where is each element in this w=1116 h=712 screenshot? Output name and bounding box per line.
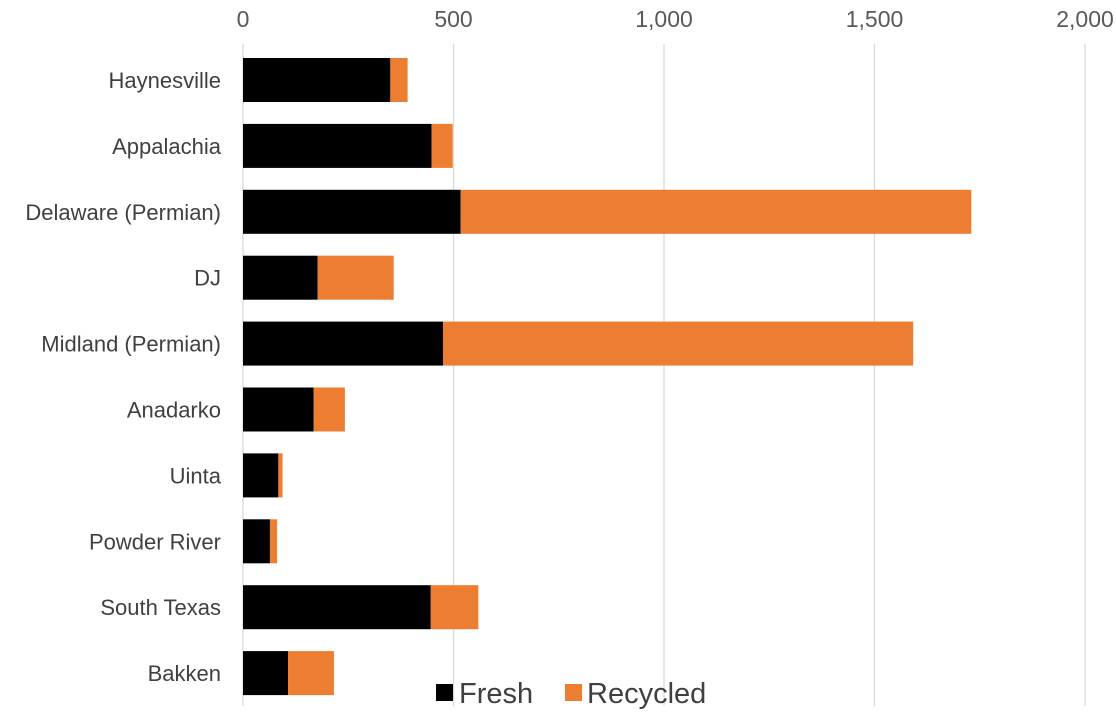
x-tick-label: 1,500	[846, 6, 904, 32]
category-label: Haynesville	[109, 68, 222, 93]
category-label: DJ	[194, 266, 221, 291]
x-tick-label: 2,000	[1056, 6, 1114, 32]
x-tick-label: 500	[434, 6, 472, 32]
bar-fresh-bakken	[243, 651, 289, 696]
bar-recycled-uinta	[278, 453, 283, 498]
x-tick-label: 1,000	[635, 6, 693, 32]
category-label: Bakken	[148, 661, 221, 686]
legend-swatch-fresh	[436, 684, 453, 701]
bar-fresh-midland-permian	[243, 321, 443, 366]
bar-recycled-haynesville	[390, 58, 408, 102]
bar-fresh-anadarko	[243, 387, 314, 432]
bar-recycled-dj	[317, 255, 394, 300]
category-label: Midland (Permian)	[41, 332, 221, 357]
bars	[243, 58, 972, 696]
bar-recycled-delaware-permian	[460, 189, 972, 234]
bar-fresh-powder-river	[243, 519, 270, 564]
bar-recycled-midland-permian	[442, 321, 914, 366]
bar-fresh-uinta	[243, 453, 279, 498]
category-label: Delaware (Permian)	[25, 200, 221, 225]
category-label: Anadarko	[127, 398, 221, 423]
category-label: Powder River	[89, 529, 221, 554]
category-label: South Texas	[100, 595, 221, 620]
bar-fresh-dj	[243, 255, 318, 300]
bar-recycled-powder-river	[269, 519, 278, 564]
bar-recycled-south-texas	[430, 585, 479, 630]
legend-label-fresh: Fresh	[459, 678, 533, 710]
legend-label-recycled: Recycled	[587, 678, 706, 710]
bar-recycled-bakken	[288, 651, 334, 696]
category-labels: Haynesville Appalachia Delaware (Permian) D…	[25, 68, 221, 686]
bar-fresh-south-texas	[243, 585, 431, 630]
bar-recycled-anadarko	[313, 387, 345, 432]
x-tick-label: 0	[237, 6, 250, 32]
category-label: Uinta	[170, 463, 222, 488]
category-label: Appalachia	[112, 134, 222, 159]
bar-fresh-haynesville	[243, 58, 391, 102]
legend: Fresh Recycled	[436, 678, 706, 710]
bar-recycled-appalachia	[431, 123, 453, 168]
bar-fresh-appalachia	[243, 123, 432, 168]
legend-swatch-recycled	[565, 684, 582, 701]
bar-fresh-delaware-permian	[243, 189, 461, 234]
x-axis-tick-labels: 0 500 1,000 1,500 2,000	[237, 6, 1114, 32]
